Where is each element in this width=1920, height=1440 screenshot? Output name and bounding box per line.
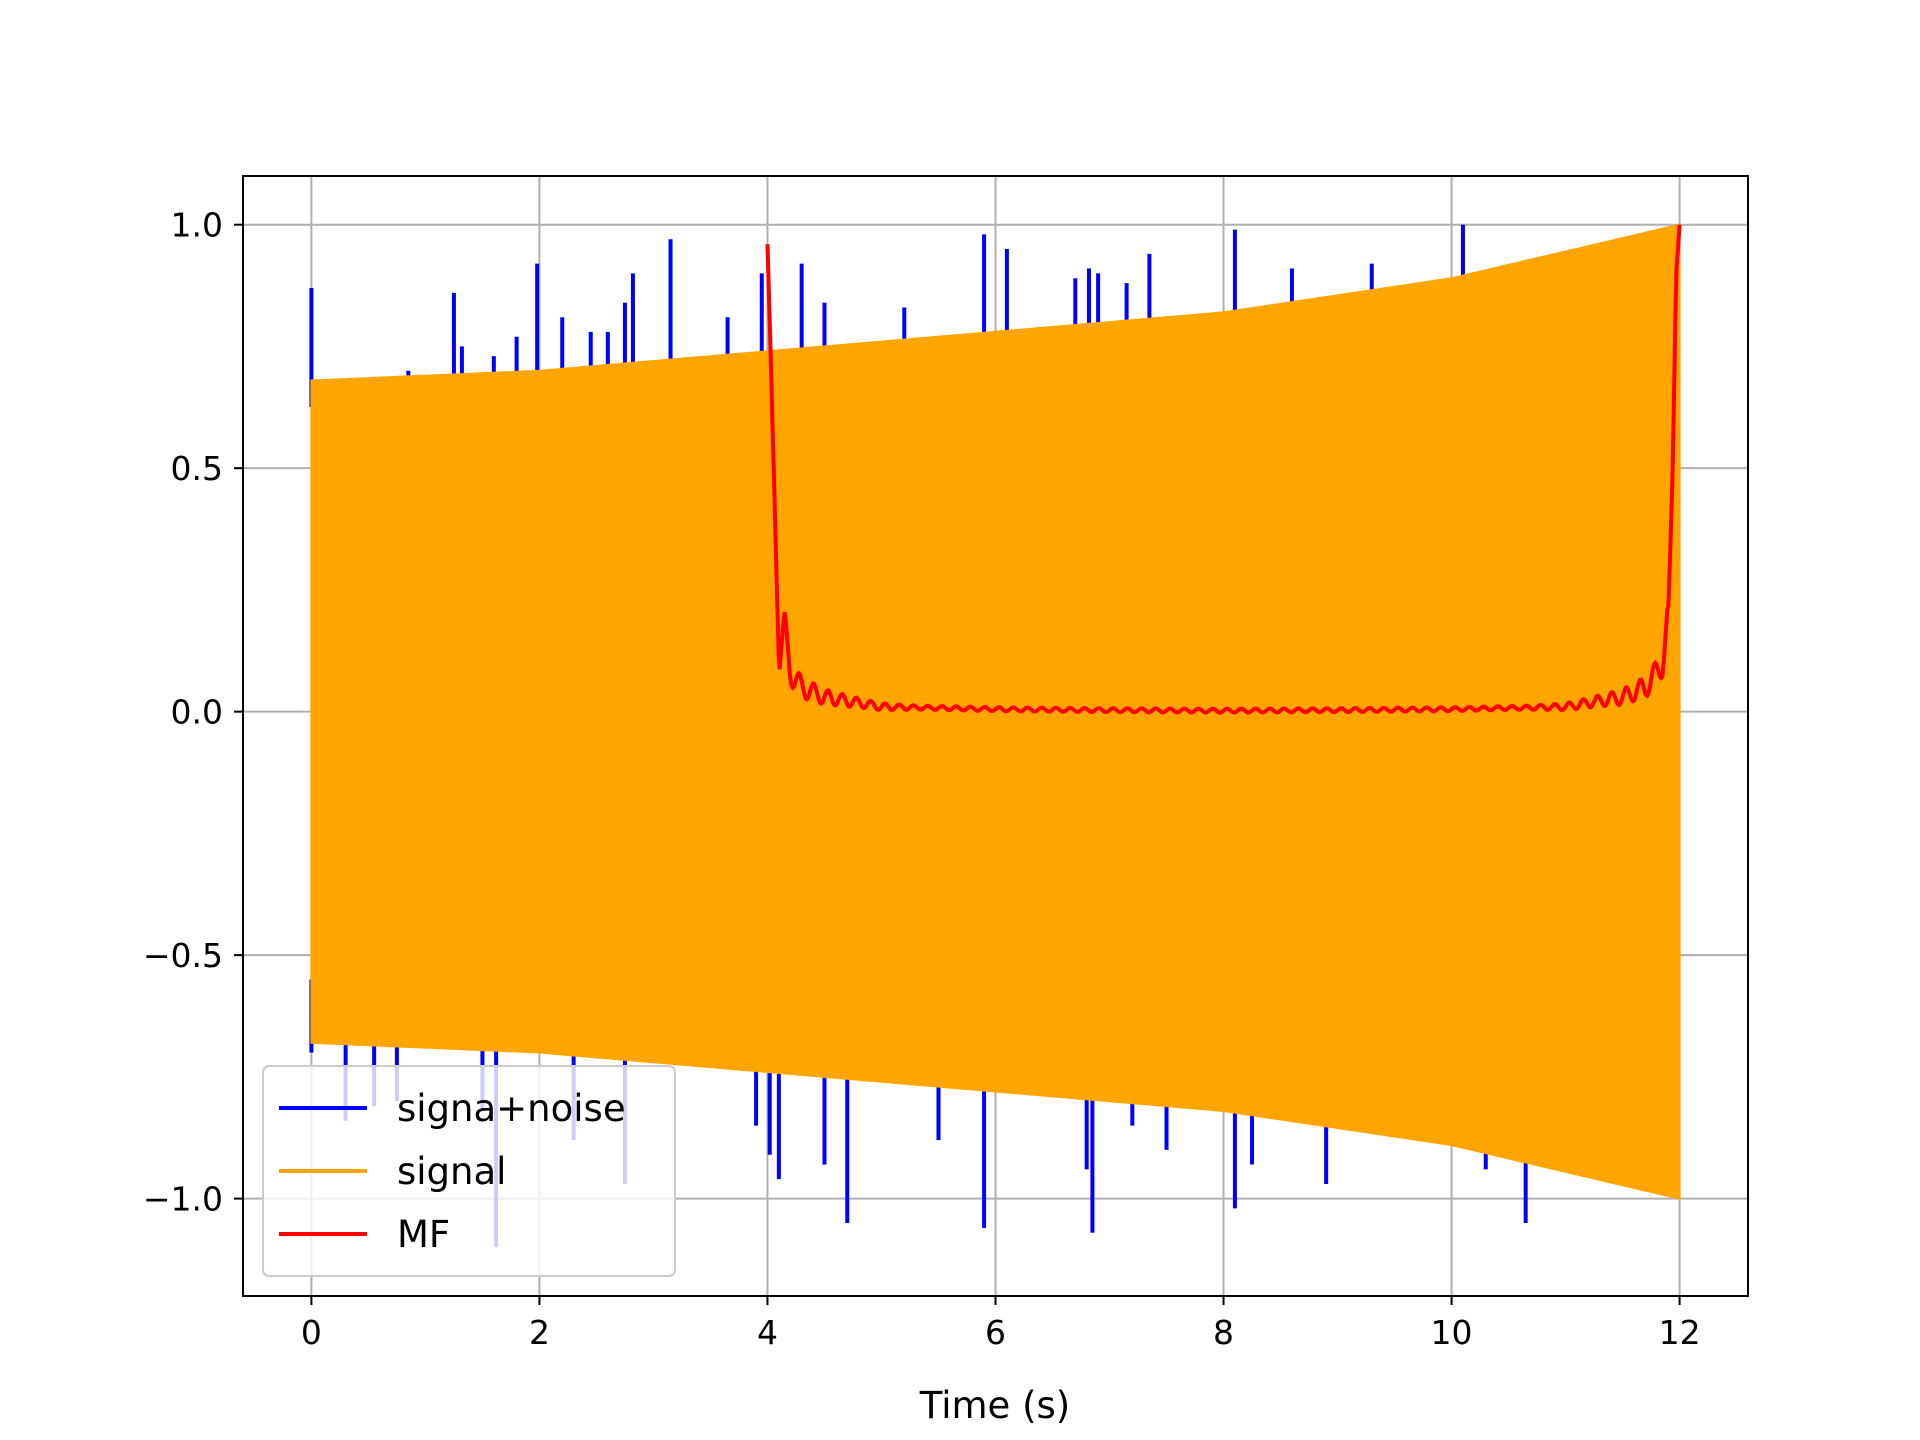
y-tick-label: −0.5 [143, 936, 223, 975]
ticks: 0 2 4 6 8 10 12 −1.0 −0.5 0.0 0.5 1.0 [143, 206, 1701, 1352]
y-tick-label: 1.0 [171, 206, 223, 245]
x-tick-label: 10 [1431, 1313, 1473, 1352]
x-tick-label: 4 [757, 1313, 778, 1352]
x-tick-label: 0 [301, 1313, 322, 1352]
x-tick-label: 2 [529, 1313, 550, 1352]
plot-area [309, 223, 1682, 1248]
y-tick-label: 0.5 [171, 449, 223, 488]
x-tick-label: 6 [985, 1313, 1006, 1352]
x-axis-title: Time (s) [919, 1384, 1070, 1427]
x-tick-label: 8 [1213, 1313, 1234, 1352]
legend-label: signa+noise [397, 1087, 626, 1130]
legend-box [262, 1065, 676, 1277]
x-tick-label: 12 [1659, 1313, 1701, 1352]
legend-label: signal [397, 1150, 506, 1193]
series-mf [765, 224, 1682, 715]
mf-line [765, 224, 1682, 715]
y-tick-label: −1.0 [143, 1180, 223, 1219]
legend-label: MF [397, 1213, 450, 1256]
y-tick-label: 0.0 [171, 693, 223, 732]
legend: signa+noise signal MF [262, 1065, 676, 1277]
